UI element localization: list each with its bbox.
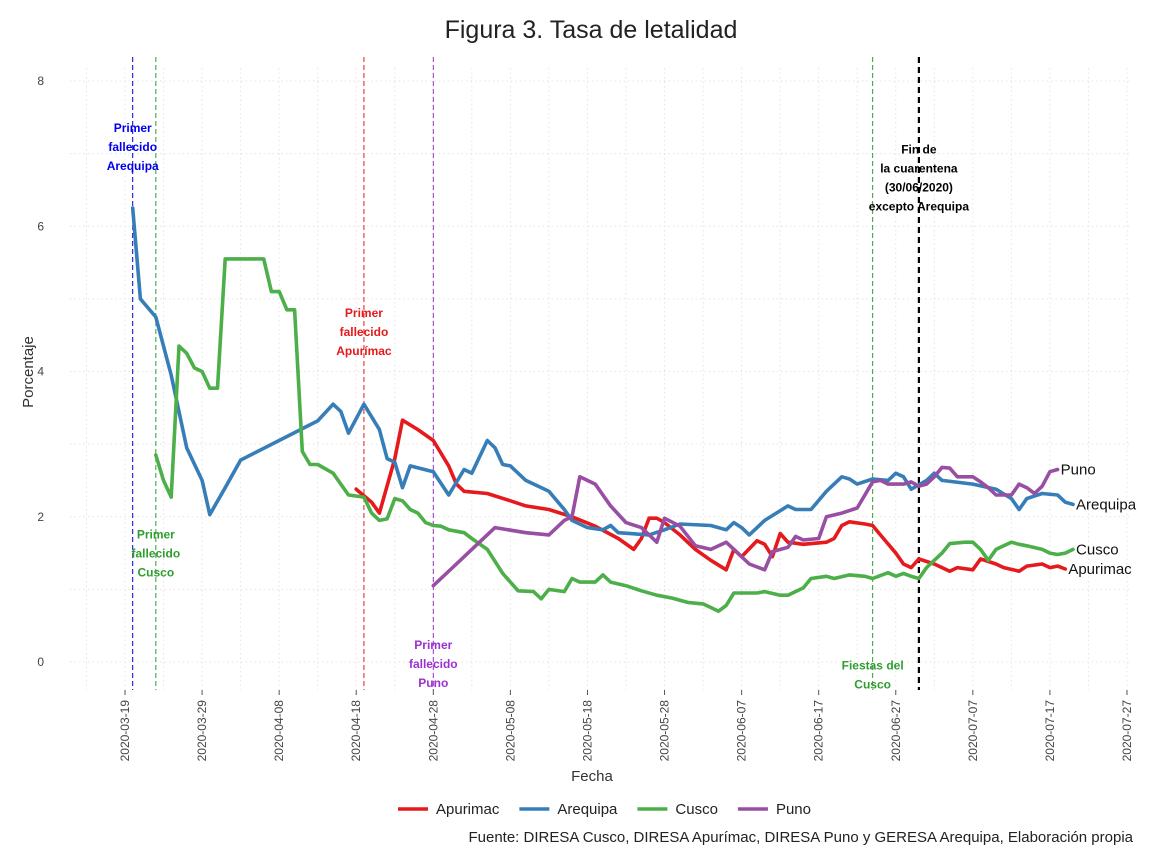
x-tick-label: 2020-03-29 [195,700,209,762]
x-tick-label: 2020-06-17 [812,700,826,762]
annotation-text: Arequipa [107,159,159,173]
series-lines: Apurimac Arequipa Cusco Puno [130,206,1137,613]
annotation-text: Apurímac [336,344,392,358]
annotation-text: Cusco [137,566,174,580]
x-tick-label: 2020-06-27 [889,700,903,762]
y-tick-label: 2 [37,510,44,524]
legend-label-apurimac: Apurimac [436,801,500,818]
y-tick-label: 4 [37,365,44,379]
annotation-text: Fin de [901,143,937,157]
annotation-text: Puno [418,676,448,690]
annotation-text: Fiestas del [842,658,904,672]
annotation-text: Cusco [854,677,891,691]
annotation-text: fallecido [340,325,389,339]
x-axis-label: Fecha [571,768,613,785]
series-line-puno [431,465,1060,588]
series-end-label-arequipa: Arequipa [1076,496,1137,513]
x-tick-label: 2020-04-28 [426,700,440,762]
x-tick-label: 2020-04-18 [349,700,363,762]
x-tick-label: 2020-05-08 [503,700,517,762]
axis-ticks: 0 2 4 6 8 2020-03-19 2020-03-29 2020-04-08 2020-… [37,74,1134,761]
y-axis-label: Porcentaje [20,336,37,408]
annotations: Primer fallecido Arequipa Primer fallecido Cu… [107,121,970,691]
series-line-cusco [154,257,1075,613]
annotation-text: Primer [414,638,452,652]
annotation-text: la cuarentena [880,162,958,176]
legend-label-puno: Puno [776,801,811,818]
x-tick-label: 2020-05-28 [658,700,672,762]
x-tick-label: 2020-03-19 [118,700,132,762]
x-tick-label: 2020-06-07 [735,700,749,762]
series-line-arequipa [130,206,1075,537]
series-end-label-cusco: Cusco [1076,541,1119,558]
y-tick-label: 8 [37,74,44,88]
annotation-text: excepto Arequipa [869,200,970,214]
series-end-label-puno: Puno [1061,462,1096,479]
legend: Apurimac Arequipa Cusco Puno [398,801,811,818]
x-tick-label: 2020-04-08 [272,700,286,762]
annotation-text: Primer [345,306,383,320]
x-tick-label: 2020-07-07 [966,700,980,762]
legend-label-cusco: Cusco [675,801,718,818]
series-line-apurimac [354,418,1068,573]
annotation-text: fallecido [131,547,180,561]
chart-title: Figura 3. Tasa de letalidad [445,16,738,44]
source-note: Fuente: DIRESA Cusco, DIRESA Apurímac, D… [468,829,1133,846]
series-end-label-apurimac: Apurimac [1068,561,1132,578]
grid [70,68,1130,690]
y-tick-label: 0 [37,655,44,669]
y-tick-label: 6 [37,219,44,233]
annotation-text: Primer [114,121,152,135]
annotation-text: fallecido [409,657,458,671]
x-tick-label: 2020-07-17 [1043,700,1057,762]
x-tick-label: 2020-07-27 [1120,700,1134,762]
event-lines [132,57,920,690]
annotation-text: fallecido [108,140,157,154]
annotation-text: (30/06/2020) [885,181,953,195]
legend-label-arequipa: Arequipa [557,801,618,818]
annotation-text: Primer [137,528,175,542]
x-tick-label: 2020-05-18 [580,700,594,762]
